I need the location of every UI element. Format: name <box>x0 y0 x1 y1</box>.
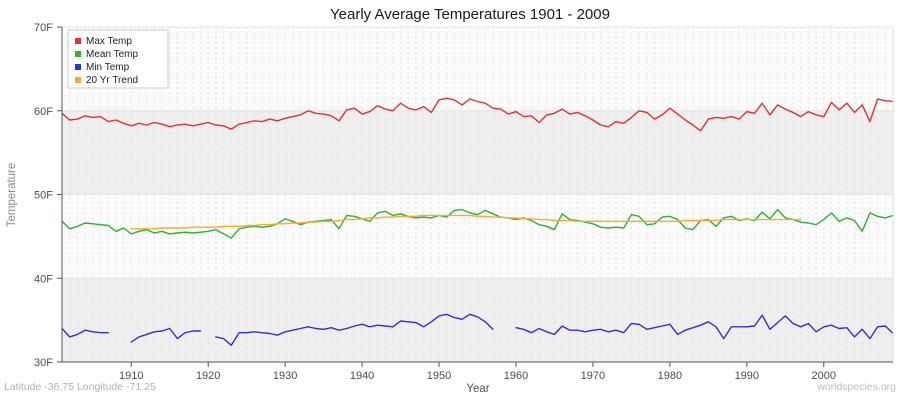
x-tick-label: 1960 <box>504 370 528 382</box>
legend-label-min-temp: Min Temp <box>86 62 130 73</box>
legend: Max Temp Mean Temp Min Temp 20 Yr Trend <box>67 29 169 89</box>
legend-swatch-mean-temp <box>75 51 81 57</box>
legend-item-20yr-trend: 20 Yr Trend <box>75 75 138 86</box>
watermark-label: worldspecies.org <box>816 381 896 393</box>
series-line-min-temp <box>61 313 894 346</box>
series-line-20-yr-trend <box>130 214 802 230</box>
x-tick-label: 1940 <box>350 370 374 382</box>
y-tick-label: 50F <box>34 190 53 202</box>
legend-swatch-min-temp <box>75 64 81 70</box>
x-tick-label: 1930 <box>273 370 297 382</box>
chart-title: Yearly Average Temperatures 1901 - 2009 <box>330 6 610 23</box>
legend-item-mean-temp: Mean Temp <box>75 49 139 60</box>
tick-labels: 30F 40F 50F 60F 70F 1910 1920 1930 1940 1950 1960 1… <box>34 22 836 382</box>
y-tick-label: 60F <box>34 106 53 118</box>
legend-box <box>67 29 169 89</box>
series-line-mean-temp <box>61 208 894 239</box>
series-line-max-temp <box>61 97 894 132</box>
coordinates-label: Latitude -36.75 Longitude -71.25 <box>4 381 156 393</box>
x-tick-label: 1990 <box>735 370 759 382</box>
x-tick-label: 2000 <box>812 370 836 382</box>
x-tick-label: 1920 <box>196 370 220 382</box>
legend-swatch-20yr-trend <box>75 77 81 83</box>
x-tick-label: 1970 <box>581 370 605 382</box>
y-tick-label: 40F <box>34 273 53 285</box>
axes <box>57 26 894 367</box>
y-tick-label: 70F <box>34 22 53 34</box>
legend-label-max-temp: Max Temp <box>86 36 132 47</box>
legend-label-20yr-trend: 20 Yr Trend <box>86 75 138 86</box>
legend-swatch-max-temp <box>75 38 81 44</box>
x-tick-label: 1950 <box>427 370 451 382</box>
legend-label-mean-temp: Mean Temp <box>86 49 139 60</box>
legend-item-min-temp: Min Temp <box>75 62 130 73</box>
x-tick-label: 1980 <box>658 370 682 382</box>
x-axis-label: Year <box>466 383 489 395</box>
legend-item-max-temp: Max Temp <box>75 36 132 47</box>
y-tick-label: 30F <box>34 357 53 369</box>
band-30-40 <box>62 278 893 362</box>
series-lines <box>61 97 894 346</box>
x-tick-label: 1910 <box>119 370 143 382</box>
y-axis-label: Temperature <box>6 163 18 228</box>
